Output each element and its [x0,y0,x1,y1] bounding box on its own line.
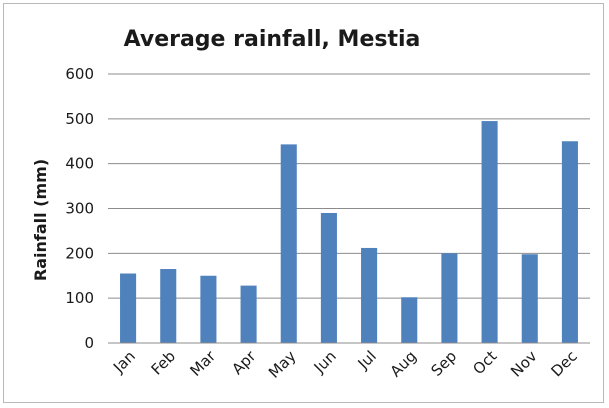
x-tick-label: Apr [228,347,260,379]
chart-frame [3,3,604,403]
x-tick-label: Oct [469,347,500,378]
bar-jan [120,273,137,343]
gridlines [108,73,590,299]
bar-sep [441,253,458,343]
y-tick-label: 0 [84,334,94,352]
y-tick-label: 100 [65,289,94,307]
bar-mar [200,275,217,343]
bars [120,121,578,343]
x-tick-label: Feb [148,347,180,379]
chart-title: Average rainfall, Mestia [124,27,421,52]
y-tick-label: 200 [65,244,94,262]
x-tick-label: Aug [387,347,420,380]
y-axis-label: Rainfall (mm) [31,159,50,281]
y-tick-label: 600 [65,65,94,83]
bar-apr [240,285,257,343]
x-tick-labels: Jan Feb Mar Apr May Jun Jul Aug Sep Oct Nov Dec [109,347,581,382]
y-tick-labels: 0 100 200 300 400 500 600 [65,65,94,352]
bar-may [280,144,297,343]
x-tick-label: May [265,347,300,382]
y-tick-label: 300 [65,200,94,218]
bar-oct [481,121,498,343]
x-tick-label: Jan [109,347,139,377]
y-tick-label: 500 [65,110,94,128]
x-tick-label: Sep [428,347,461,380]
bar-jul [361,247,378,343]
bar-dec [561,141,578,343]
bar-feb [160,269,177,343]
bar-nov [521,254,538,343]
x-tick-label: Dec [547,347,580,380]
bar-jun [320,212,337,343]
bar-aug [401,297,418,343]
x-tick-label: Mar [186,347,219,380]
x-tick-label: Jul [354,347,380,373]
x-tick-label: Nov [507,347,541,381]
x-tick-label: Jun [310,347,340,377]
y-tick-label: 400 [65,155,94,173]
